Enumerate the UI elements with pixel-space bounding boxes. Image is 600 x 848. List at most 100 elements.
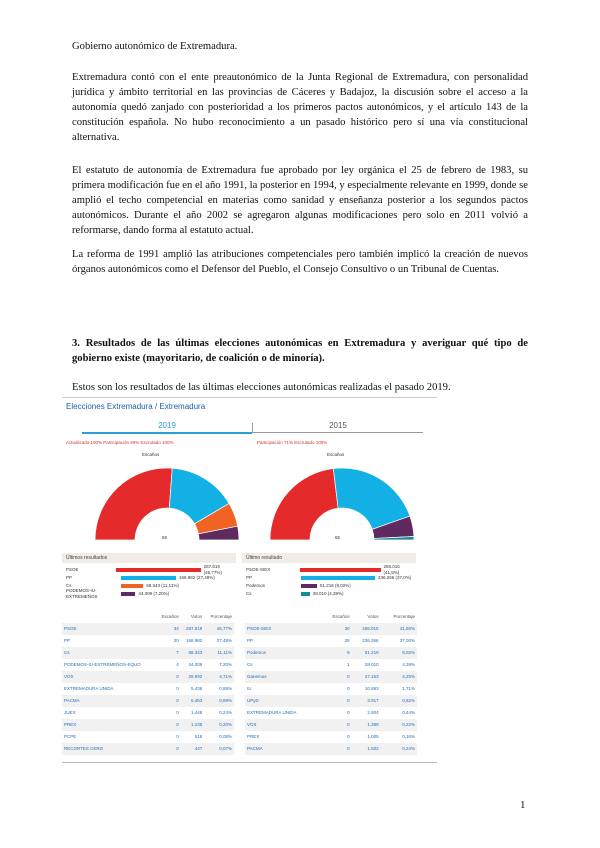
table-cell: 236.266	[362, 638, 379, 643]
table-row: Podemos 6 51.216 8,02%	[245, 647, 417, 659]
table-cell: 0,24%	[219, 710, 232, 715]
votes-bars-2015: PSOE-SIEX 265.015 (41,5%) PP 236.266 (37,0%…	[246, 564, 416, 598]
table-cell[interactable]: Podemos	[245, 647, 322, 659]
results-table-2019: Escaños Votos Porcentaje PSOE 34 287.619 46,77…	[62, 611, 234, 755]
seat-segment	[197, 525, 240, 541]
table-cell: 11,11%	[204, 647, 234, 659]
table-cell[interactable]: Cs	[62, 647, 156, 659]
table-cell[interactable]: PSOE-SIEX	[245, 623, 322, 635]
table-cell[interactable]: VOX	[245, 719, 322, 731]
table-row: Cs 1 28.010 4,39%	[245, 659, 417, 671]
table-cell: 41,50%	[380, 623, 417, 635]
table-row: Ganemos 0 27.153 4,25%	[245, 671, 417, 683]
paragraph-3: La reforma de 1991 amplió las atribucion…	[72, 249, 528, 275]
stats-2019: Actualizado 100% Participación 69% Escru…	[66, 440, 174, 445]
table-row: PSOE-SIEX 30 265.015 41,50%	[245, 623, 417, 635]
table-cell: 0,44%	[402, 710, 415, 715]
table-cell[interactable]: PACMA	[62, 695, 156, 707]
table-cell: 68.343	[180, 647, 205, 659]
party-label: Podemos	[246, 583, 266, 588]
table-cell[interactable]: PACMA	[245, 743, 322, 755]
table-cell[interactable]: PSOE	[62, 623, 156, 635]
vote-bar-row: PODEMOS-IU-EXTREMEÑOS 44.309 (7,20%)	[66, 588, 236, 599]
table-row: PSOE 34 287.619 46,77%	[62, 623, 234, 635]
table-row: PCPE 0 518 0,08%	[62, 731, 234, 743]
vote-text: 168.982 (27,48%)	[178, 575, 215, 580]
party-label: PP	[246, 575, 253, 580]
table-header: Escaños Votos Porcentaje	[245, 611, 417, 623]
column-header: Escaños	[161, 614, 179, 619]
table-cell: 27,48%	[216, 638, 232, 643]
table-cell: 1.235	[180, 719, 205, 731]
vote-bar	[121, 576, 176, 580]
table-cell: 0,89%	[204, 695, 234, 707]
table-cell: 4	[176, 662, 179, 667]
table-cell: 0	[321, 695, 352, 707]
table-cell[interactable]: EXTREMADURA UNIDA	[247, 710, 297, 715]
vote-bar	[121, 592, 136, 596]
vote-text: 44.309 (7,20%)	[138, 591, 170, 596]
table-cell[interactable]: PCPE	[64, 734, 77, 739]
vote-bar-row: PSOE-SIEX 265.015 (41,5%)	[246, 564, 416, 575]
table-cell: 0,07%	[204, 743, 234, 755]
vote-text: 51.216 (8,02%)	[320, 583, 351, 588]
table-cell: 28.010	[364, 662, 379, 667]
table-cell: 1.502	[351, 743, 381, 755]
table-cell: 0	[347, 734, 350, 739]
election-results-screenshot: Elecciones Extremadura / Extremadura 201…	[62, 397, 437, 763]
table-cell[interactable]: PP	[64, 638, 71, 643]
panel-header-2019: Últimos resultados	[62, 553, 236, 563]
column-header: Votos	[191, 614, 203, 619]
table-cell[interactable]: IU	[247, 686, 252, 691]
table-cell[interactable]: EXTREMADURA UNIDA	[64, 686, 114, 691]
table-cell: 6	[321, 647, 352, 659]
gauge-label-2015: Escaños	[327, 452, 345, 457]
majority-2019: 65	[162, 535, 168, 540]
table-cell: 0,22%	[380, 719, 417, 731]
column-header: Porcentaje	[210, 614, 232, 619]
table-cell[interactable]: PREX	[62, 719, 156, 731]
table-cell: 265.015	[351, 623, 381, 635]
table-cell[interactable]: PREX	[247, 734, 260, 739]
table-cell[interactable]: Ganemos	[245, 671, 322, 683]
vote-bar	[301, 576, 375, 580]
table-cell[interactable]: PP	[247, 638, 254, 643]
vote-bar	[115, 568, 201, 572]
seat-segment	[269, 468, 339, 541]
table-cell[interactable]: JUEX	[64, 710, 76, 715]
vote-text: 28.010 (4,39%)	[312, 591, 344, 596]
table-cell: 0	[321, 671, 352, 683]
table-cell[interactable]: VOX	[62, 671, 156, 683]
table-cell: 0	[176, 686, 179, 691]
table-cell[interactable]: UPyD	[245, 695, 322, 707]
table-cell[interactable]: RECORTES CERO	[62, 743, 156, 755]
table-row: PP 20 168.982 27,48%	[62, 635, 234, 647]
table-cell: 34	[155, 623, 181, 635]
table-cell: 1.005	[367, 734, 379, 739]
table-row: PACMA 0 5.453 0,89%	[62, 695, 234, 707]
party-label: Cs	[246, 591, 252, 596]
table-cell: 5.453	[180, 695, 205, 707]
table-row: UPyD 0 3.917 0,62%	[245, 695, 417, 707]
vote-bar-row: PP 168.982 (27,48%)	[66, 574, 236, 582]
table-cell[interactable]: Cs	[247, 662, 253, 667]
vote-bar-row: PSOE 287.619 (46,77%)	[66, 564, 236, 575]
table-cell: 0,16%	[402, 734, 415, 739]
table-row: PREX 0 1.235 0,20%	[62, 719, 234, 731]
gauge-label-2019: Escaños	[142, 452, 160, 457]
table-cell: 0	[155, 671, 181, 683]
vote-text: 265.015 (41,5%)	[383, 564, 400, 575]
table-cell: 51.216	[351, 647, 381, 659]
party-label: PSOE	[66, 567, 79, 572]
tab-2015: 2015	[252, 422, 423, 433]
table-row: EXTREMADURA UNIDA 0 2.804 0,44%	[245, 707, 417, 719]
table-cell: 0	[321, 743, 352, 755]
vote-bar-row: Cs 28.010 (4,39%)	[246, 590, 416, 598]
column-header: Votos	[367, 614, 379, 619]
table-cell[interactable]: PODEMOS-IU-EXTREMEÑOS-EQUO	[64, 662, 141, 667]
party-label: Cs	[66, 583, 72, 588]
seats-gauge-2015	[269, 467, 415, 541]
majority-2015: 65	[335, 535, 341, 540]
table-cell: 0,62%	[380, 695, 417, 707]
table-cell: 1.398	[351, 719, 381, 731]
